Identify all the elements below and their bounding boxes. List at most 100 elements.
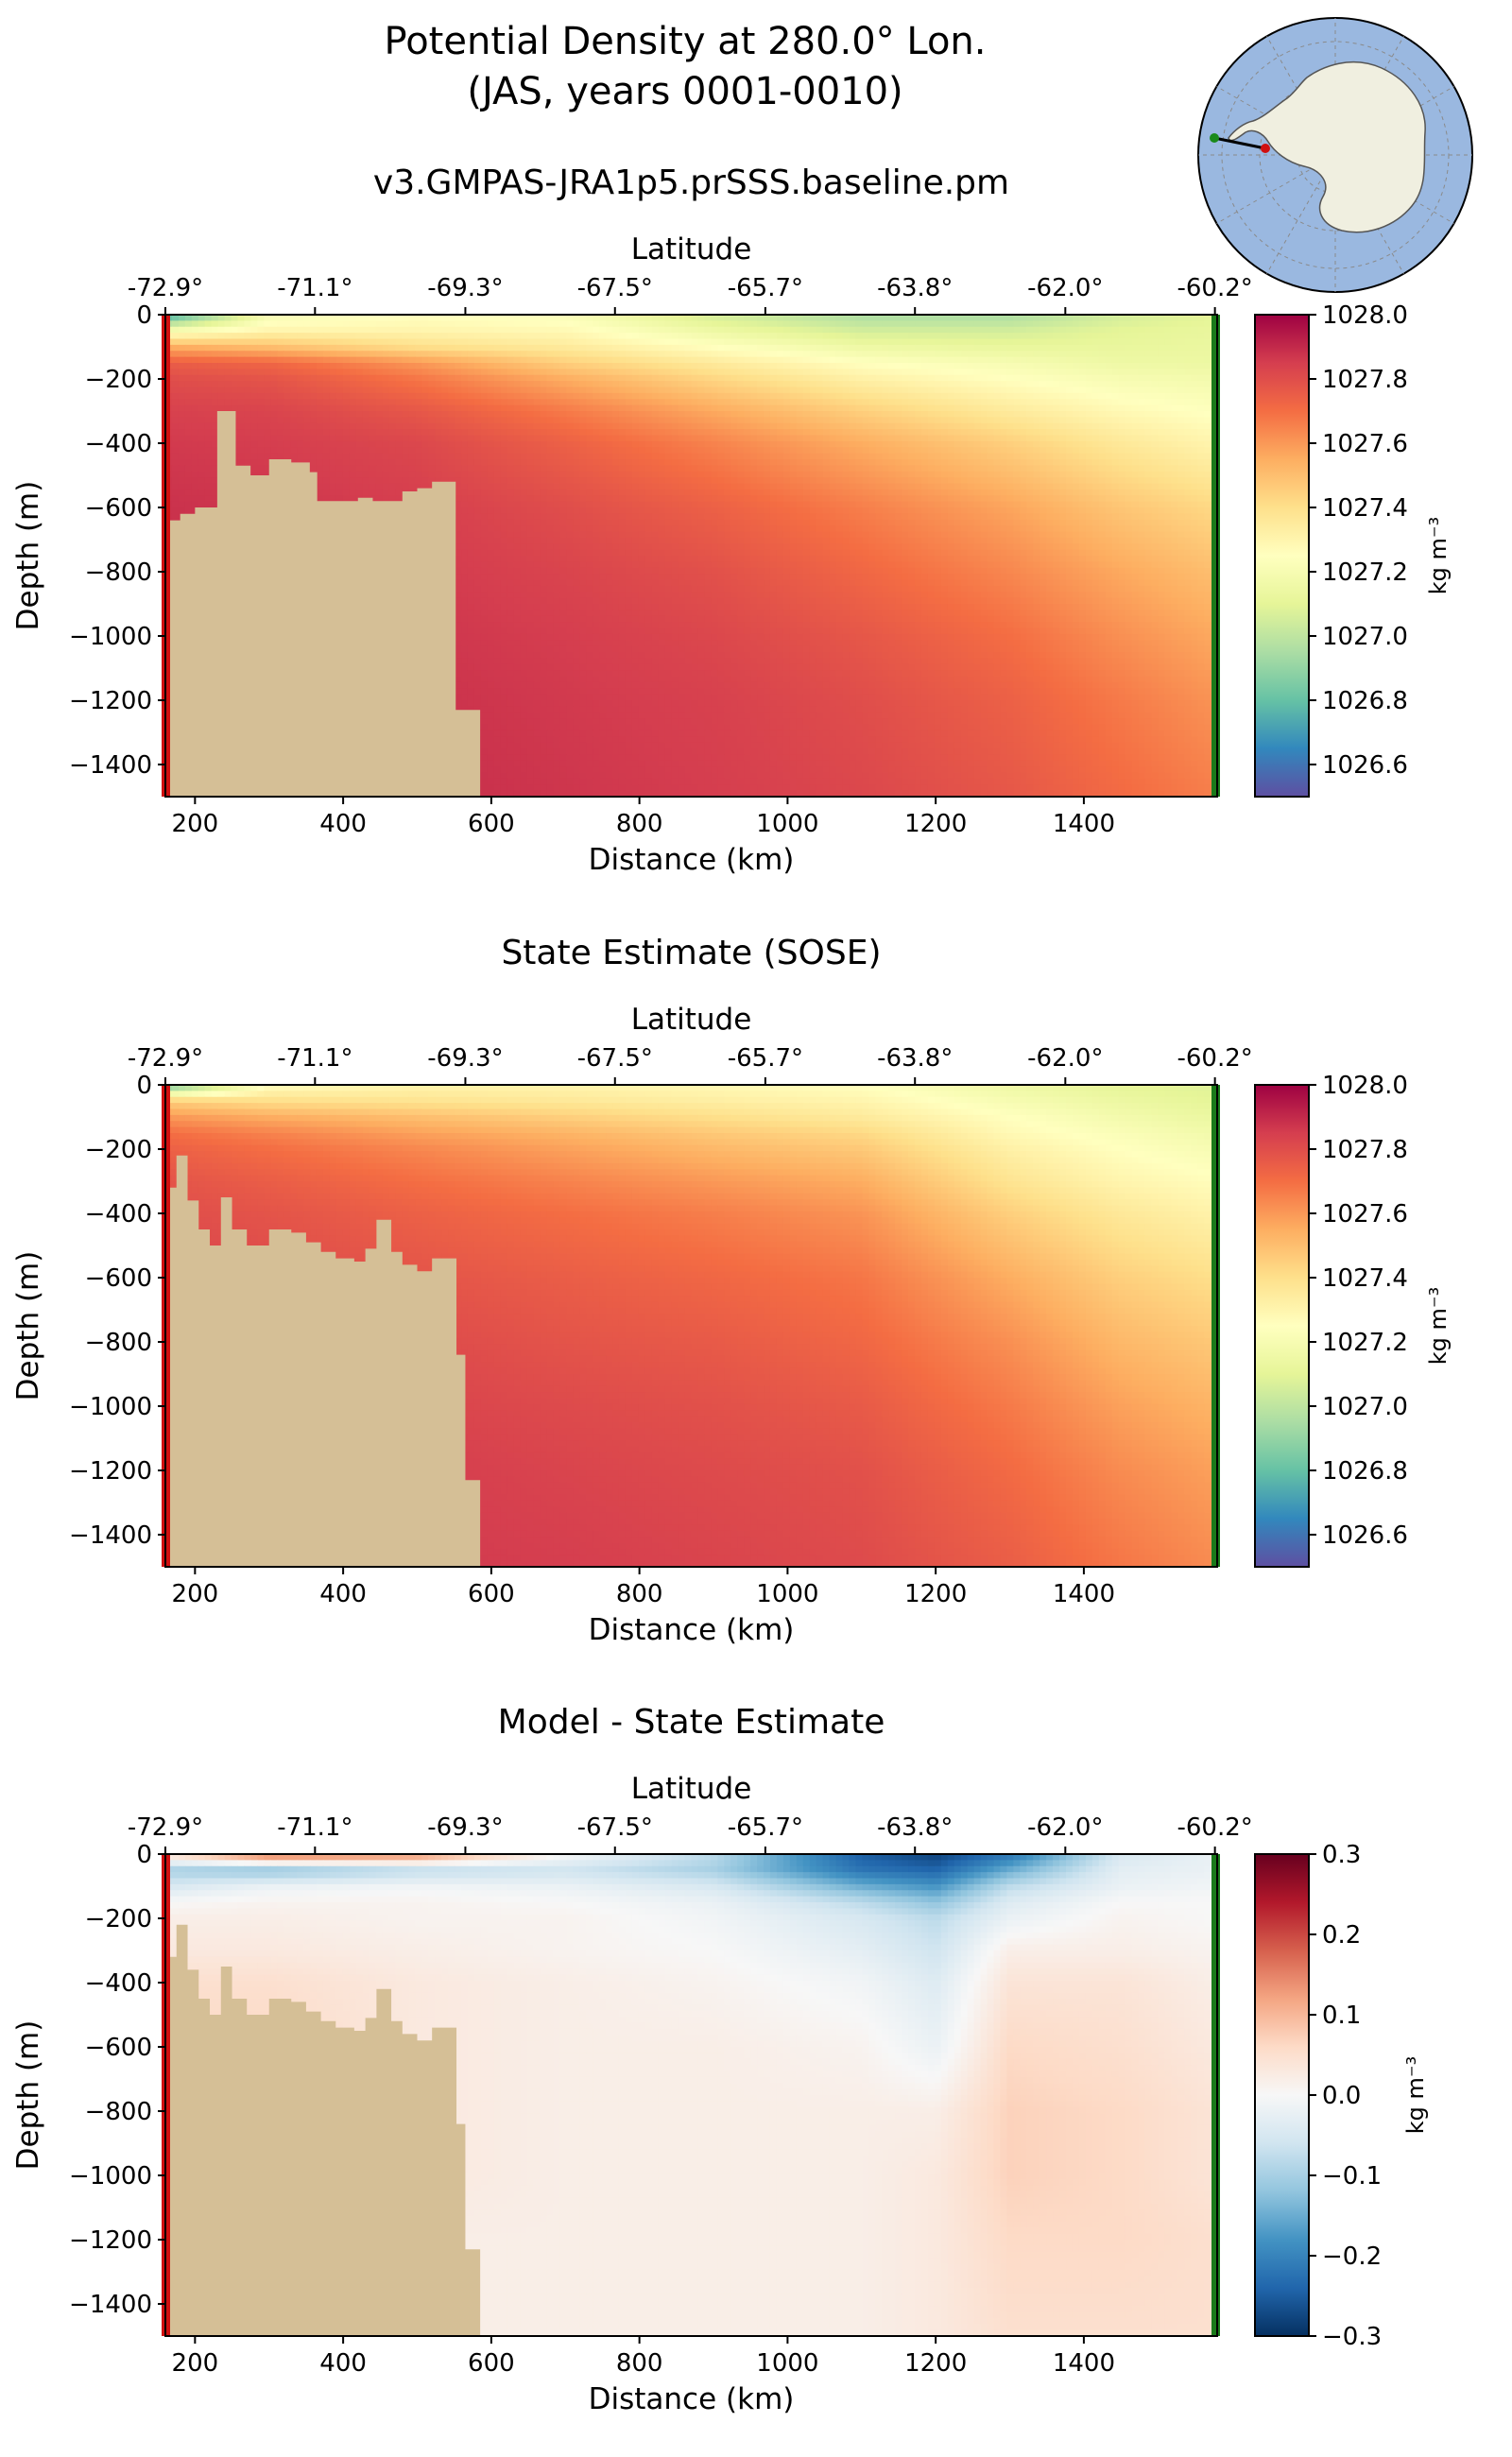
heatmap-cell: [1105, 489, 1113, 496]
heatmap-cell: [310, 417, 318, 424]
heatmap-cell: [316, 315, 324, 321]
heatmap-cell: [993, 411, 1002, 418]
heatmap-cell: [329, 338, 337, 346]
figure-title-line1: Potential Density at 280.0° Lon.: [385, 20, 987, 63]
heatmap-cell: [224, 320, 232, 328]
heatmap-cell: [1098, 326, 1107, 334]
heatmap-cell: [776, 369, 784, 376]
heatmap-cell: [902, 495, 909, 503]
heatmap-cell: [231, 351, 239, 358]
heatmap-cell: [644, 453, 653, 460]
heatmap-cell: [448, 369, 455, 376]
heatmap-cell: [612, 399, 620, 406]
heatmap-cell: [1072, 351, 1080, 358]
heatmap-cell: [290, 344, 298, 352]
heatmap-cell: [322, 417, 331, 424]
heatmap-cell: [178, 440, 186, 448]
heatmap-cell: [1066, 417, 1074, 424]
heatmap-cell: [651, 351, 660, 358]
heatmap-cell: [1013, 356, 1021, 364]
heatmap-cell: [842, 489, 850, 496]
heatmap-cell: [408, 392, 416, 400]
heatmap-cell: [310, 387, 318, 394]
heatmap-cell: [612, 422, 620, 430]
heatmap-cell: [802, 369, 811, 376]
heatmap-cell: [618, 489, 627, 496]
heatmap-cell: [737, 435, 745, 442]
heatmap-cell: [191, 315, 199, 321]
heatmap-cell: [920, 404, 929, 412]
heatmap-cell: [310, 356, 318, 364]
heatmap-cell: [1006, 333, 1014, 340]
heatmap-cell: [355, 363, 364, 369]
heatmap-cell: [927, 356, 936, 364]
heatmap-cell: [1098, 404, 1107, 412]
heatmap-cell: [902, 351, 909, 358]
heatmap-cell: [1144, 429, 1153, 437]
heatmap-cell: [171, 477, 180, 485]
heatmap-cell: [1013, 417, 1021, 424]
heatmap-cell: [730, 387, 738, 394]
heatmap-cell: [402, 326, 409, 334]
heatmap-cell: [744, 453, 751, 460]
heatmap-cell: [455, 417, 462, 424]
heatmap-cell: [980, 411, 988, 418]
heatmap-cell: [191, 435, 199, 442]
heatmap-cell: [697, 489, 706, 496]
heatmap-cell: [455, 471, 462, 478]
heatmap-cell: [776, 453, 784, 460]
heatmap-cell: [684, 440, 693, 448]
heatmap-cell: [362, 344, 370, 352]
heatmap-cell: [1131, 320, 1140, 328]
heatmap-cell: [954, 320, 962, 328]
heatmap-cell: [1138, 320, 1146, 328]
heatmap-cell: [559, 369, 567, 376]
heatmap-cell: [480, 447, 489, 455]
heatmap-cell: [678, 489, 686, 496]
heatmap-cell: [1072, 381, 1080, 388]
heatmap-cell: [448, 459, 455, 466]
heatmap-cell: [678, 417, 686, 424]
heatmap-cell: [842, 495, 850, 503]
heatmap-cell: [500, 356, 508, 364]
heatmap-cell: [1046, 344, 1054, 352]
heatmap-cell: [178, 320, 186, 328]
heatmap-cell: [644, 483, 653, 490]
heatmap-cell: [651, 333, 660, 340]
heatmap-cell: [940, 387, 949, 394]
heatmap-cell: [940, 315, 949, 321]
heatmap-cell: [1131, 411, 1140, 418]
heatmap-cell: [1125, 477, 1133, 485]
heatmap-cell: [980, 471, 988, 478]
heatmap-cell: [737, 459, 745, 466]
heatmap-cell: [362, 459, 370, 466]
heatmap-cell: [862, 381, 869, 388]
heatmap-cell: [355, 338, 364, 346]
heatmap-cell: [717, 320, 725, 328]
heatmap-cell: [1013, 381, 1021, 388]
heatmap-cell: [178, 477, 186, 485]
heatmap-cell: [1053, 440, 1060, 448]
heatmap-cell: [533, 489, 541, 496]
heatmap-cell: [1072, 392, 1080, 400]
heatmap-cell: [908, 381, 916, 388]
heatmap-cell: [960, 453, 969, 460]
heatmap-cell: [920, 399, 929, 406]
heatmap-cell: [1164, 356, 1172, 364]
heatmap-cell: [927, 392, 936, 400]
heatmap-cell: [579, 422, 587, 430]
heatmap-cell: [493, 399, 502, 406]
heatmap-cell: [954, 483, 962, 490]
heatmap-cell: [1158, 411, 1165, 418]
heatmap-cell: [204, 477, 213, 485]
heatmap-cell: [211, 422, 219, 430]
heatmap-cell: [322, 369, 331, 376]
heatmap-cell: [421, 333, 429, 340]
heatmap-cell: [599, 333, 607, 340]
heatmap-cell: [237, 356, 246, 364]
heatmap-cell: [1026, 399, 1034, 406]
heatmap-cell: [1184, 483, 1192, 490]
heatmap-cell: [1164, 495, 1172, 503]
heatmap-cell: [855, 417, 863, 424]
heatmap-cell: [342, 399, 351, 406]
